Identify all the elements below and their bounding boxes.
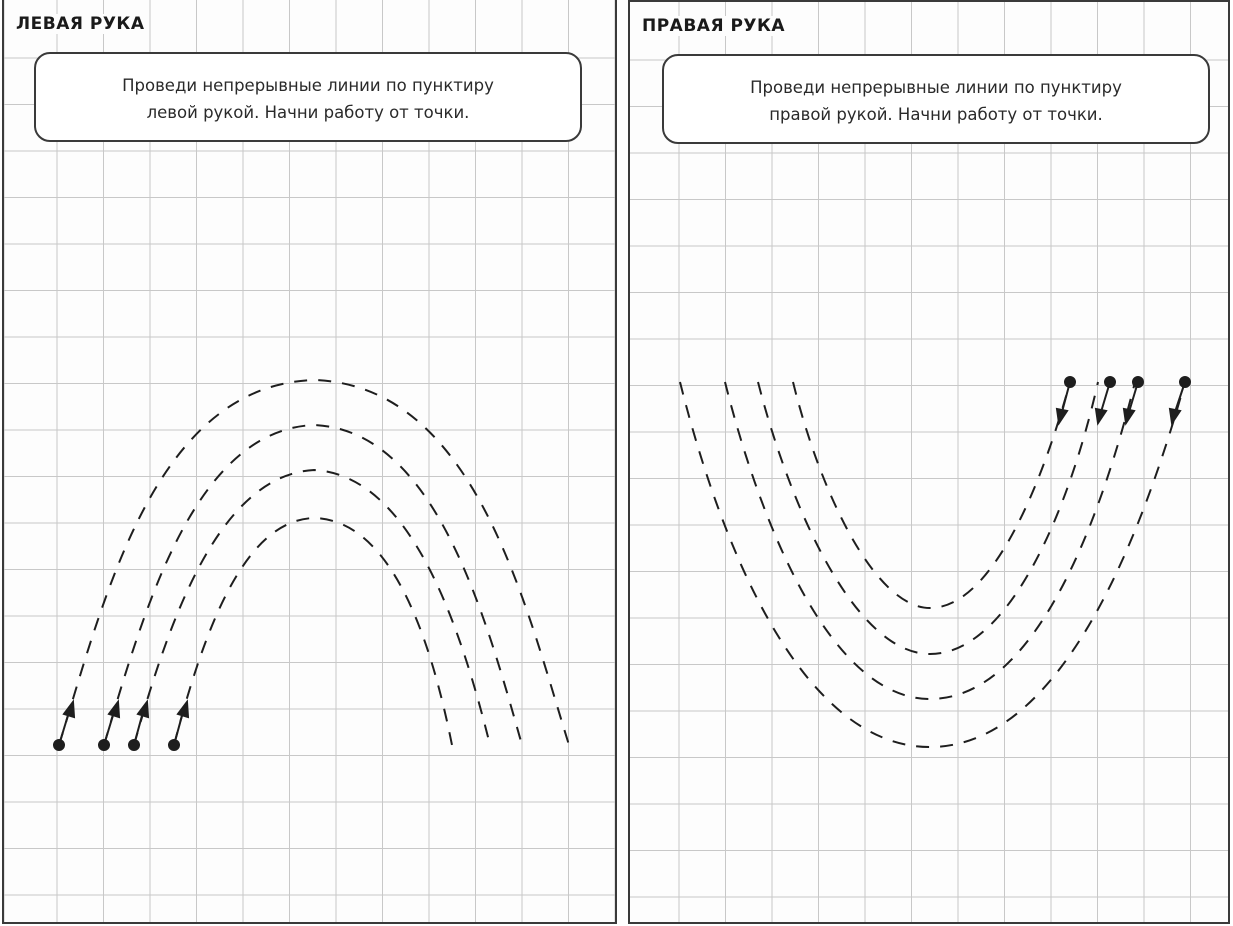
start-dot-3 bbox=[128, 699, 150, 751]
right-hand-heading: ПРАВАЯ РУКА bbox=[638, 16, 790, 36]
start-dot-1 bbox=[1055, 376, 1076, 426]
right-instruction-box: Проведи непрерывные линии по пунктиру пр… bbox=[662, 54, 1210, 144]
bowl-trace-path-3[interactable] bbox=[757, 381, 1099, 656]
left-hand-worksheet: ЛЕВАЯ РУКА Проведи непрерывные линии по … bbox=[2, 0, 617, 924]
arch-trace-path-4[interactable] bbox=[173, 516, 453, 746]
left-instruction-box: Проведи непрерывные линии по пунктиру ле… bbox=[34, 52, 582, 142]
left-hand-heading: ЛЕВАЯ РУКА bbox=[12, 14, 149, 34]
arch-trace-path-3[interactable] bbox=[133, 468, 491, 746]
left-arch-tracing-paths bbox=[53, 378, 570, 751]
arch-trace-path-1[interactable] bbox=[58, 378, 570, 746]
right-instruction-line-1: Проведи непрерывные линии по пунктиру bbox=[750, 78, 1122, 97]
right-hand-worksheet: ПРАВАЯ РУКА Проведи непрерывные линии по… bbox=[628, 0, 1230, 924]
start-dot-3 bbox=[1122, 376, 1144, 426]
left-instruction-line-2: левой рукой. Начни работу от точки. bbox=[146, 103, 470, 122]
bowl-trace-path-2[interactable] bbox=[724, 381, 1136, 701]
bowl-trace-path-1[interactable] bbox=[679, 381, 1186, 749]
right-instruction-line-2: правой рукой. Начни работу от точки. bbox=[769, 105, 1103, 124]
bowl-trace-path-4[interactable] bbox=[792, 381, 1071, 610]
start-dot-4 bbox=[1168, 376, 1191, 426]
start-dot-4 bbox=[168, 699, 190, 751]
right-bowl-tracing-paths bbox=[679, 376, 1191, 749]
start-dot-2 bbox=[98, 699, 121, 751]
arch-trace-path-2[interactable] bbox=[103, 423, 523, 746]
start-dot-1 bbox=[53, 699, 76, 751]
grid-background bbox=[4, 0, 615, 922]
left-instruction-line-1: Проведи непрерывные линии по пунктиру bbox=[122, 76, 494, 95]
start-dot-2 bbox=[1094, 376, 1116, 426]
grid-background bbox=[630, 2, 1228, 922]
